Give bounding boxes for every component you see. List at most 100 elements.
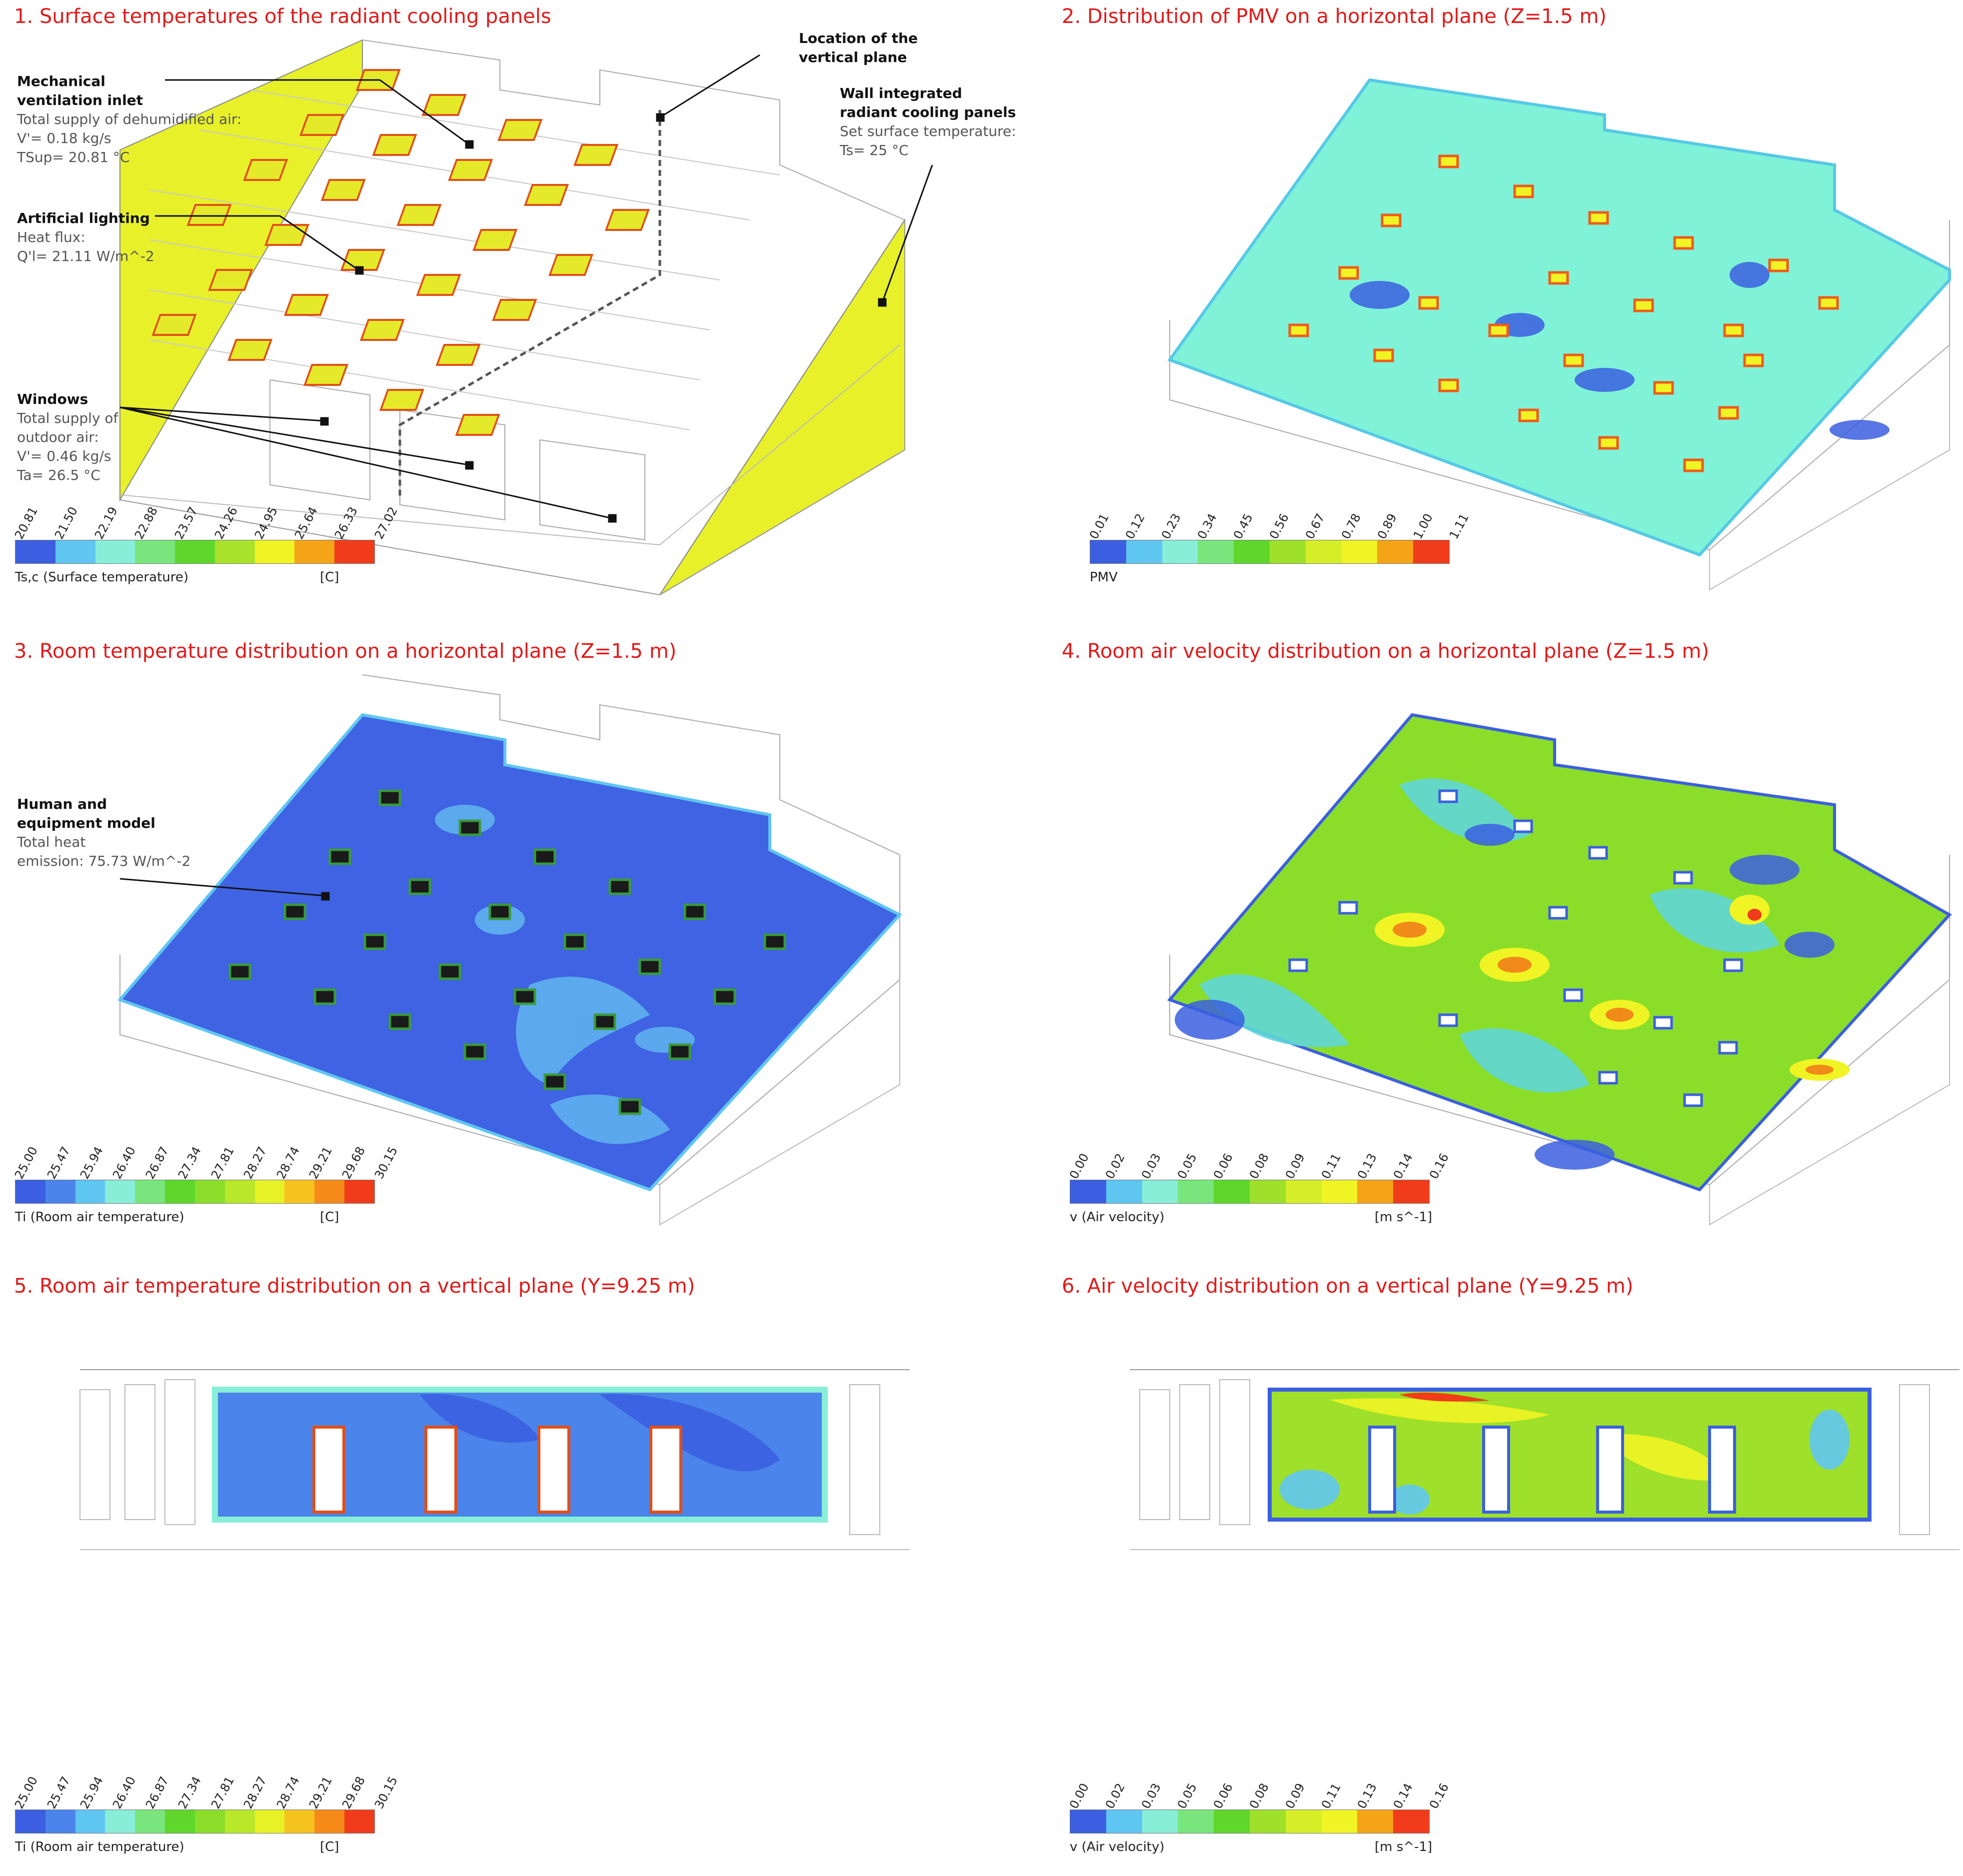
- legend-tick: 0.09: [1283, 1151, 1308, 1182]
- legend-label: Ti (Room air temperature): [15, 1840, 184, 1855]
- legend-tick: 0.00: [1067, 1151, 1092, 1182]
- legend-tick: 0.11: [1319, 1151, 1344, 1182]
- legend-swatch: [45, 1810, 75, 1833]
- legend-label: Ts,c (Surface temperature): [15, 570, 188, 585]
- legend-tick: 28.27: [241, 1774, 270, 1812]
- legend-tick: 0.13: [1355, 1781, 1380, 1812]
- legend-tick: 0.00: [1067, 1781, 1092, 1812]
- annotation-lighting: Artificial lighting Heat flux: Q'l= 21.1…: [17, 210, 154, 264]
- legend-label: Ti (Room air temperature): [15, 1210, 184, 1225]
- legend-tick: 22.19: [92, 504, 120, 542]
- legend-swatch: [254, 540, 295, 563]
- legend-swatch: [1198, 540, 1234, 563]
- legend-tick: 0.14: [1391, 1781, 1416, 1812]
- velocity-hotspots: [1375, 895, 1850, 1081]
- legend-swatch: [294, 540, 335, 563]
- panel-title: 4. Room air velocity distribution on a h…: [1062, 640, 1710, 663]
- legend-swatch: [15, 1810, 45, 1833]
- legend-air-velocity: 0.00 0.02 0.03 0.05 0.06 0.08 0.09 0.11 0.13 0.14…: [1067, 1120, 1452, 1235]
- vertical-plane-marker: [398, 110, 661, 500]
- legend-tick: 0.08: [1247, 1781, 1272, 1812]
- panel-title: 5. Room air temperature distribution on …: [14, 1275, 695, 1298]
- legend-swatch: [1214, 1180, 1250, 1203]
- legend-swatch: [1249, 1810, 1286, 1833]
- legend-tick: 25.94: [77, 1774, 106, 1812]
- legend-swatch: [344, 1180, 374, 1203]
- legend-tick: 25.47: [44, 1774, 73, 1812]
- legend-tick: 0.14: [1391, 1151, 1416, 1182]
- legend-color-bar: [15, 1810, 375, 1834]
- legend-swatch: [1162, 540, 1198, 563]
- legend-swatch: [1377, 540, 1414, 563]
- legend-tick: 0.01: [1087, 511, 1112, 542]
- legend-tick: 24.26: [212, 504, 240, 542]
- legend-swatch: [224, 1180, 255, 1203]
- legend-label: PMV: [1090, 570, 1118, 585]
- legend-color-bar: [1070, 1810, 1430, 1834]
- legend-unit: [C]: [320, 570, 339, 585]
- legend-swatch: [165, 1810, 195, 1833]
- legend-swatch: [334, 540, 375, 563]
- legend-tick: 22.88: [132, 504, 160, 542]
- velocity-section-field: [1268, 1388, 1872, 1522]
- legend-tick: 27.81: [208, 1774, 237, 1812]
- legend-swatch: [1285, 1180, 1322, 1203]
- legend-tick: 0.45: [1231, 511, 1256, 542]
- legend-swatch: [214, 540, 255, 563]
- legend-tick: 28.74: [273, 1774, 302, 1812]
- panel-title: 1. Surface temperatures of the radiant c…: [14, 5, 551, 28]
- legend-swatch: [1142, 1810, 1178, 1833]
- legend-swatch: [1285, 1810, 1322, 1833]
- legend-swatch: [1321, 1180, 1358, 1203]
- legend-tick: 29.68: [339, 1774, 368, 1812]
- legend-tick: 23.57: [172, 504, 200, 542]
- legend-tick: 1.00: [1411, 511, 1436, 542]
- legend-tick: 25.64: [292, 504, 320, 542]
- legend-color-bar: [15, 540, 375, 564]
- legend-swatch: [1413, 540, 1449, 563]
- panel-air-velocity-horizontal: 4. Room air velocity distribution on a h…: [1050, 635, 1963, 1260]
- legend-swatch: [1214, 1810, 1250, 1833]
- legend-tick: 28.74: [273, 1144, 302, 1182]
- legend-tick: 25.00: [12, 1774, 40, 1812]
- legend-label: v (Air velocity): [1070, 1840, 1165, 1855]
- legend-swatch: [1269, 540, 1306, 563]
- legend-pmv: 0.01 0.12 0.23 0.34 0.45 0.56 0.67 0.78 0.89 1.00…: [1087, 480, 1472, 595]
- annotation-vertical-plane: Location of the vertical plane: [799, 30, 918, 65]
- legend-swatch: [135, 1810, 165, 1833]
- legend-tick: 26.87: [142, 1774, 171, 1812]
- legend-tick: 20.81: [12, 504, 40, 542]
- legend-swatch: [1393, 1810, 1429, 1833]
- legend-tick: 0.67: [1303, 511, 1328, 542]
- legend-swatch: [15, 540, 55, 563]
- legend-tick: 0.23: [1159, 511, 1184, 542]
- panel-title: 2. Distribution of PMV on a horizontal p…: [1062, 5, 1607, 28]
- legend-swatch: [165, 1180, 195, 1203]
- panel-pmv: 2. Distribution of PMV on a horizontal p…: [1050, 0, 1963, 620]
- legend-tick: 0.05: [1175, 1151, 1200, 1182]
- legend-unit: [C]: [320, 1840, 339, 1855]
- legend-unit: [m s^-1]: [1375, 1840, 1433, 1855]
- legend-tick: 0.02: [1103, 1151, 1128, 1182]
- pmv-field: [1167, 78, 1951, 557]
- legend-tick: 27.34: [175, 1774, 204, 1812]
- temperature-plane-view: [117, 674, 902, 1226]
- legend-swatch: [135, 540, 175, 563]
- legend-swatch: [105, 1180, 135, 1203]
- temperature-field: [117, 713, 902, 1192]
- velocity-section-view: [1130, 1369, 1960, 1550]
- legend-swatch: [75, 1180, 105, 1203]
- legend-tick: 0.03: [1139, 1151, 1164, 1182]
- legend-swatch: [15, 1180, 45, 1203]
- legend-swatch: [194, 1810, 225, 1833]
- cooling-panels: [151, 69, 650, 436]
- legend-tick: 25.47: [44, 1144, 73, 1182]
- legend-tick: 0.78: [1339, 511, 1364, 542]
- legend-unit: [m s^-1]: [1375, 1210, 1433, 1225]
- legend-tick: 0.13: [1355, 1151, 1380, 1182]
- legend-swatch: [175, 540, 215, 563]
- legend-swatch: [1249, 1180, 1286, 1203]
- legend-tick: 26.87: [142, 1144, 171, 1182]
- legend-swatch: [1305, 540, 1342, 563]
- legend-swatch: [344, 1810, 374, 1833]
